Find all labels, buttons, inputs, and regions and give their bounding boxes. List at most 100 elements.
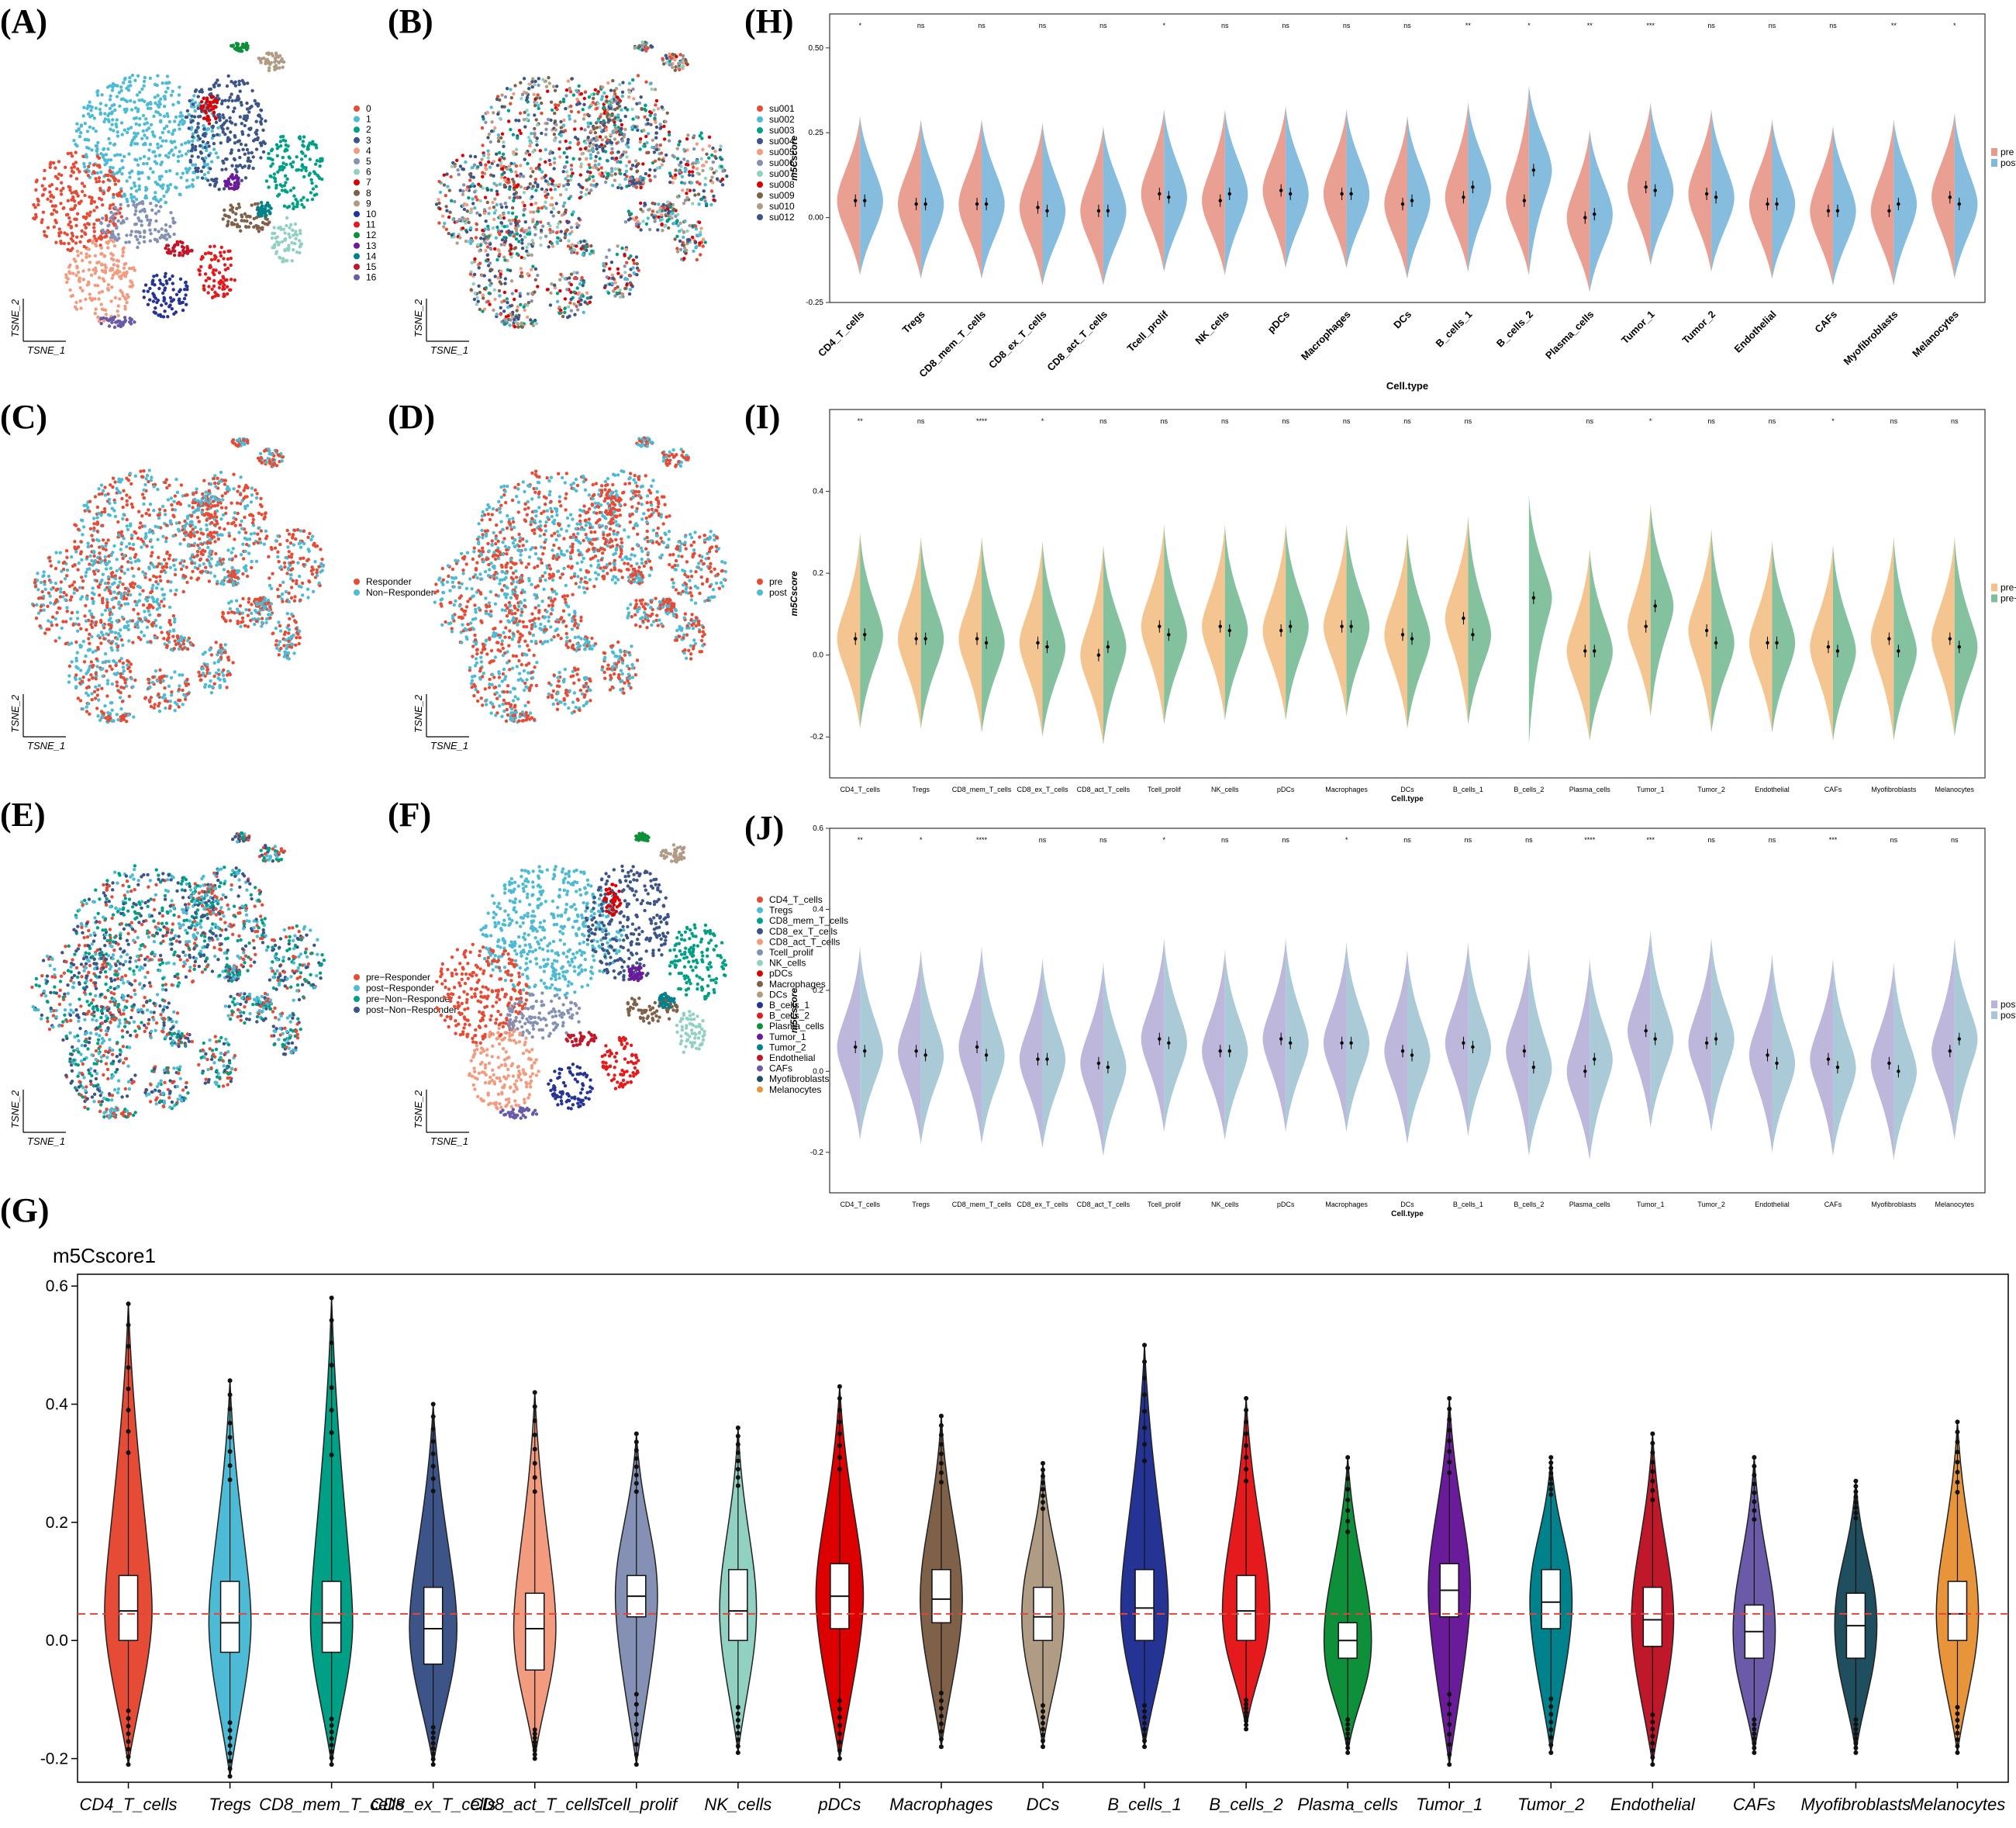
tsne-point bbox=[605, 99, 609, 103]
tsne-point bbox=[263, 141, 267, 146]
tsne-point bbox=[159, 205, 163, 209]
tsne-point bbox=[156, 537, 160, 541]
tsne-point bbox=[92, 549, 96, 554]
tsne-point bbox=[147, 148, 151, 152]
tsne-point bbox=[711, 160, 715, 164]
legend-label: su001 bbox=[769, 103, 795, 114]
tsne-point bbox=[188, 158, 192, 162]
tsne-point bbox=[156, 299, 161, 302]
tsne-point bbox=[164, 536, 168, 541]
tsne-point bbox=[203, 251, 208, 256]
tsne-point bbox=[133, 474, 137, 478]
tsne-point bbox=[243, 143, 248, 147]
tsne-point bbox=[189, 520, 193, 524]
tsne-point bbox=[73, 305, 78, 309]
tsne-point bbox=[638, 181, 642, 185]
tsne-point bbox=[653, 159, 658, 163]
tsne-point bbox=[166, 579, 170, 583]
tsne-point bbox=[137, 558, 141, 563]
tsne-point bbox=[93, 572, 97, 576]
tsne-point bbox=[280, 188, 285, 192]
tsne-point bbox=[149, 537, 153, 542]
legend-label: 2 bbox=[366, 124, 371, 135]
tsne-point bbox=[54, 204, 58, 208]
tsne-point bbox=[118, 211, 122, 215]
tsne-point bbox=[499, 306, 502, 309]
tsne-point bbox=[699, 226, 703, 230]
tsne-point bbox=[481, 293, 485, 297]
tsne-point bbox=[143, 229, 147, 233]
tsne-point bbox=[73, 540, 77, 544]
tsne-point bbox=[278, 256, 282, 260]
tsne-point bbox=[502, 140, 506, 144]
tsne-point bbox=[179, 483, 183, 487]
tsne-point bbox=[246, 81, 250, 85]
tsne-point bbox=[630, 125, 634, 130]
tsne-point bbox=[78, 240, 82, 244]
tsne-point bbox=[229, 256, 233, 261]
tsne-point bbox=[203, 272, 208, 276]
tsne-point bbox=[530, 253, 533, 257]
tsne-point bbox=[133, 116, 136, 120]
tsne-point bbox=[667, 139, 671, 143]
tsne-point bbox=[281, 65, 285, 69]
tsne-point bbox=[116, 208, 120, 213]
tsne-point bbox=[564, 88, 569, 92]
tsne-point bbox=[208, 538, 212, 542]
tsne-point bbox=[80, 234, 84, 239]
tsne-point bbox=[189, 531, 193, 535]
tsne-point bbox=[249, 513, 253, 517]
tsne-point bbox=[314, 185, 318, 188]
tsne-point bbox=[196, 544, 200, 548]
tsne-point bbox=[148, 167, 153, 171]
tsne-point bbox=[94, 144, 98, 148]
tsne-point bbox=[163, 275, 167, 278]
tsne-point bbox=[527, 226, 531, 230]
legend-swatch bbox=[757, 160, 763, 166]
tsne-point bbox=[59, 580, 64, 584]
tsne-point bbox=[571, 171, 575, 175]
tsne-point bbox=[481, 143, 485, 147]
tsne-point bbox=[108, 84, 112, 88]
tsne-point bbox=[563, 297, 568, 301]
tsne-point bbox=[676, 213, 680, 216]
tsne-point bbox=[493, 275, 497, 278]
tsne-point bbox=[107, 324, 112, 328]
tsne-point bbox=[508, 249, 512, 253]
tsne-point bbox=[559, 126, 563, 130]
tsne-point bbox=[594, 154, 598, 159]
tsne-point bbox=[113, 206, 117, 209]
tsne-point bbox=[595, 166, 599, 170]
tsne-point bbox=[461, 154, 464, 157]
tsne-point bbox=[196, 576, 201, 580]
tsne-point bbox=[711, 146, 715, 150]
tsne-point bbox=[178, 150, 181, 154]
tsne-point bbox=[579, 190, 583, 195]
tsne-point bbox=[187, 112, 191, 117]
tsne-point bbox=[115, 118, 119, 122]
tsne-point bbox=[66, 277, 70, 281]
tsne-point bbox=[70, 595, 74, 599]
tsne-point bbox=[188, 98, 192, 103]
tsne-point bbox=[207, 579, 212, 583]
tsne-point bbox=[259, 60, 263, 64]
tsne-point bbox=[615, 141, 619, 145]
tsne-point bbox=[619, 127, 623, 131]
tsne-point bbox=[278, 54, 282, 58]
tsne-point bbox=[712, 194, 716, 199]
tsne-point bbox=[553, 188, 558, 192]
tsne-point bbox=[97, 196, 102, 200]
tsne-point bbox=[652, 150, 657, 154]
tsne-point bbox=[81, 278, 85, 282]
tsne-point bbox=[89, 544, 94, 548]
tsne-point bbox=[156, 142, 160, 147]
tsne-point bbox=[152, 275, 156, 278]
tsne-point bbox=[527, 232, 532, 236]
tsne-point bbox=[257, 526, 261, 530]
tsne-point bbox=[109, 165, 112, 170]
tsne-point bbox=[34, 188, 38, 192]
tsne-point bbox=[470, 261, 474, 264]
tsne-point bbox=[65, 574, 69, 578]
tsne-point bbox=[120, 133, 124, 136]
tsne-point bbox=[105, 605, 109, 610]
